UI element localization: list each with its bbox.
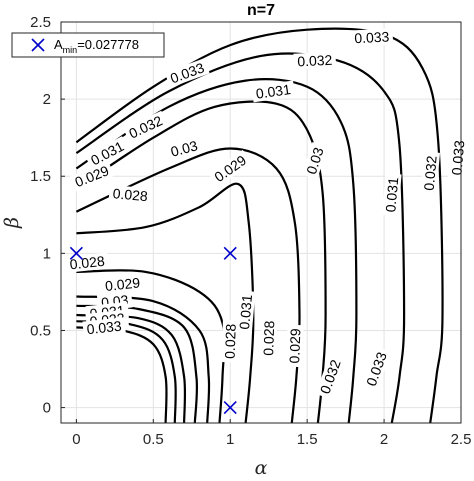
contour-line-0.031 [75, 78, 358, 423]
contour-label-background [361, 346, 392, 392]
contour-label-background [315, 354, 345, 400]
contour-label: 0.033 [350, 28, 394, 47]
contour-label-text: 0.031 [255, 81, 292, 102]
x-tick-label: 1 [226, 431, 234, 448]
contour-label-text: 0.03 [169, 137, 200, 160]
contour-label-background [301, 141, 328, 180]
contour-label: 0.031 [235, 290, 256, 334]
y-tick-label: 0 [43, 400, 51, 417]
contour-label-text: 0.033 [354, 28, 390, 46]
contour-label-background [286, 324, 304, 368]
contour-label: 0.031 [251, 80, 296, 103]
contour-label: 0.033 [448, 136, 468, 180]
y-tick-label: 0.5 [30, 322, 51, 339]
legend-box [11, 32, 165, 58]
contour-label-text: 0.031 [382, 176, 401, 213]
contour-label-text: 0.028 [69, 253, 106, 273]
x-tick-label: 2 [380, 431, 388, 448]
contour-label-background [251, 80, 296, 103]
minimum-marker-x-icon [31, 38, 45, 52]
contour-label-text: 0.032 [297, 52, 333, 70]
contour-label: 0.029 [100, 274, 145, 295]
contour-label: 0.031 [382, 173, 402, 217]
contour-line-0.028 [76, 182, 255, 423]
contour-label: 0.028 [259, 316, 278, 360]
contour-label-text: 0.028 [260, 320, 277, 356]
contour-label-background [108, 184, 152, 205]
contour-label-background [69, 160, 115, 192]
contour-label-background [65, 252, 109, 273]
contour-label-background [82, 317, 126, 338]
legend-label-subscript: min [63, 45, 78, 55]
y-tick-label: 1 [43, 245, 51, 262]
x-axis-ticks: 0 0.5 1 1.5 2 2.5 [72, 419, 471, 448]
contour-label-background [208, 149, 252, 188]
contour-label-background [165, 136, 203, 161]
y-tick-label: 1.5 [30, 168, 51, 185]
contour-label-background [164, 58, 210, 88]
x-tick-label: 0.5 [143, 431, 164, 448]
legend-label: Amin=0.027778 [54, 37, 139, 55]
contour-label-text: 0.033 [86, 318, 123, 338]
contour-label-background [293, 51, 337, 70]
y-tick-label: 2.5 [30, 14, 51, 31]
contour-label: 0.033 [82, 317, 126, 338]
y-tick-label: 2 [43, 91, 51, 108]
chart-title: n=7 [247, 2, 275, 19]
contour-label: 0.028 [108, 184, 152, 205]
contour-label-background [350, 28, 394, 47]
contour-label-background [259, 316, 278, 360]
contour-label-text: 0.029 [286, 328, 303, 364]
contour-line-0.03 [75, 100, 327, 423]
x-tick-label: 2.5 [451, 431, 472, 448]
contour-label-text: 0.031 [236, 294, 255, 331]
contour-label-background [448, 136, 468, 180]
contour-line-0.028 [76, 269, 226, 423]
y-axis-label: β [1, 217, 23, 229]
contour-label: 0.029 [286, 324, 304, 368]
minimum-markers [69, 246, 237, 415]
contour-label-background [382, 173, 402, 217]
contour-line-0.032 [75, 52, 406, 423]
legend-label-main: A [54, 37, 63, 52]
x-axis-label: α [255, 457, 268, 479]
plot-frame [60, 21, 462, 424]
contour-label: 0.028 [65, 252, 109, 273]
minimum-marker-x-icon [223, 246, 237, 260]
contour-label: 0.032 [420, 151, 440, 195]
contour-label-text: 0.032 [421, 155, 440, 192]
x-tick-label: 0 [72, 431, 80, 448]
contour-label: 0.03 [165, 136, 203, 161]
contour-label-background [100, 274, 145, 295]
x-tick-label: 1.5 [297, 431, 318, 448]
contour-label-text: 0.033 [448, 139, 467, 176]
contour-label-text: 0.029 [104, 274, 141, 294]
contour-label: 0.028 [221, 320, 239, 363]
contour-label-background [221, 320, 239, 363]
contour-label-background [123, 110, 169, 144]
contour-label-background [84, 136, 130, 171]
legend: Amin=0.027778 [11, 32, 165, 58]
legend-marker-icon [31, 38, 45, 52]
minimum-marker-x-icon [223, 401, 237, 415]
y-axis-ticks: 0 0.5 1 1.5 2 2.5 [30, 14, 65, 417]
minimum-marker-x-icon [69, 246, 83, 260]
contour-label-text: 0.028 [112, 185, 149, 204]
contour-label-background [235, 290, 256, 334]
legend-label-value: =0.027778 [77, 37, 139, 52]
contour-label-text: 0.028 [222, 323, 239, 359]
contour-label-background [420, 151, 440, 195]
contour-label: 0.032 [293, 51, 337, 70]
